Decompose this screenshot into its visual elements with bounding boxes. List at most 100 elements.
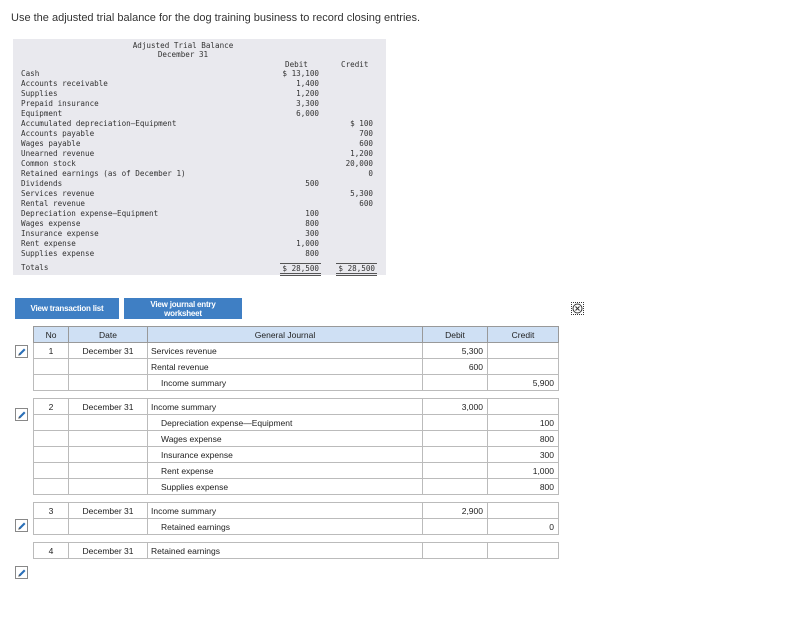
debit-amount: 800 [305,249,319,258]
account-name: Depreciation expense—Equipment [161,417,293,428]
general-journal-table: No Date General Journal Debit Credit 1 De… [33,326,559,559]
account-name: Accounts receivable [21,79,108,88]
debit-cell[interactable] [422,542,488,559]
credit-value: 800 [539,433,554,444]
credit-cell[interactable]: 100 [487,414,559,431]
debit-cell[interactable] [422,518,488,535]
instruction-text: Use the adjusted trial balance for the d… [11,12,421,24]
credit-cell[interactable] [487,398,559,415]
close-icon[interactable] [571,302,584,315]
credit-value [554,346,555,356]
account-cell[interactable]: Income summary [147,502,423,519]
debit-value [483,546,484,556]
debit-cell[interactable]: 3,000 [422,398,488,415]
credit-amount: 600 [359,139,373,148]
debit-cell[interactable] [422,430,488,447]
debit-cell[interactable]: 2,900 [422,502,488,519]
pencil-icon[interactable] [15,345,28,358]
view-transaction-list-button[interactable]: View transaction list [15,298,119,319]
debit-cell[interactable] [422,462,488,479]
credit-cell[interactable] [487,342,559,359]
debit-value [483,434,484,444]
entry-date [68,430,148,447]
account-cell[interactable]: Supplies expense [147,478,423,495]
trial-balance-row: Insurance expense 300 [21,229,381,239]
debit-cell[interactable] [422,374,488,391]
pencil-icon[interactable] [15,519,28,532]
journal-row: Income summary 5,900 [33,374,559,391]
trial-balance-row: Wages expense 800 [21,219,381,229]
account-name: Rent expense [161,465,214,476]
credit-cell[interactable]: 5,900 [487,374,559,391]
account-name: Retained earnings (as of December 1) [21,169,186,178]
account-name: Supplies expense [161,481,229,492]
trial-balance-row: Dividends 500 [21,179,381,189]
credit-value [554,362,555,372]
debit-value: 3,000 [461,401,483,412]
account-name: Income summary [151,505,217,516]
credit-cell[interactable]: 300 [487,446,559,463]
journal-row: Rental revenue 600 [33,358,559,375]
account-cell[interactable]: Services revenue [147,342,423,359]
debit-amount: 800 [305,219,319,228]
credit-cell[interactable] [487,502,559,519]
entry-number [33,358,69,375]
credit-cell[interactable]: 0 [487,518,559,535]
account-cell[interactable]: Rent expense [147,462,423,479]
entry-date [68,446,148,463]
pencil-icon[interactable] [15,408,28,421]
credit-cell[interactable]: 800 [487,430,559,447]
trial-balance-row: Cash $ 13,100 [21,69,381,79]
account-name: Wages expense [21,219,81,228]
entry-number [33,518,69,535]
journal-row: 1 December 31 Services revenue 5,300 [33,342,559,359]
journal-row: 3 December 31 Income summary 2,900 [33,502,559,519]
entry-spacer [33,390,559,399]
account-cell[interactable]: Income summary [147,398,423,415]
account-cell[interactable]: Retained earnings [147,542,423,559]
debit-value [483,466,484,476]
entry-spacer [33,534,559,543]
account-cell[interactable]: Income summary [147,374,423,391]
account-cell[interactable]: Rental revenue [147,358,423,375]
account-name: Retained earnings [151,545,220,556]
debit-value: 5,300 [461,345,483,356]
debit-cell[interactable] [422,446,488,463]
credit-cell[interactable] [487,542,559,559]
account-cell[interactable]: Retained earnings [147,518,423,535]
trial-balance-row: Prepaid insurance 3,300 [21,99,381,109]
pencil-icon[interactable] [15,566,28,579]
account-name: Cash [21,69,40,78]
debit-value: 2,900 [461,505,483,516]
account-name: Rent expense [21,239,76,248]
account-cell[interactable]: Wages expense [147,430,423,447]
debit-cell[interactable] [422,478,488,495]
account-name: Supplies expense [21,249,95,258]
debit-cell[interactable] [422,414,488,431]
credit-cell[interactable] [487,358,559,375]
debit-cell[interactable]: 600 [422,358,488,375]
credit-cell[interactable]: 1,000 [487,462,559,479]
credit-cell[interactable]: 800 [487,478,559,495]
trial-balance-row: Rental revenue 600 [21,199,381,209]
debit-amount: 3,300 [296,99,319,108]
credit-amount: 600 [359,199,373,208]
entry-date: December 31 [68,342,148,359]
account-name: Retained earnings [161,521,230,532]
entry-number [33,478,69,495]
journal-row: Retained earnings 0 [33,518,559,535]
account-name: Dividends [21,179,63,188]
account-cell[interactable]: Depreciation expense—Equipment [147,414,423,431]
account-name: Insurance expense [161,449,233,460]
account-cell[interactable]: Insurance expense [147,446,423,463]
account-name: Equipment [21,109,63,118]
entry-number [33,430,69,447]
debit-cell[interactable]: 5,300 [422,342,488,359]
debit-amount: 1,400 [296,79,319,88]
debit-value [483,522,484,532]
account-name: Income summary [161,377,227,388]
credit-amount: 20,000 [345,159,373,168]
journal-row: 2 December 31 Income summary 3,000 [33,398,559,415]
view-journal-entry-worksheet-button[interactable]: View journal entry worksheet [124,298,242,319]
trial-balance-row: Rent expense 1,000 [21,239,381,249]
